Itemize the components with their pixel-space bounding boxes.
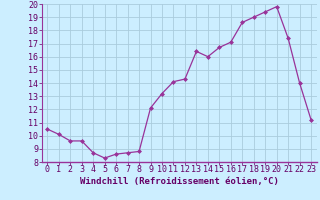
X-axis label: Windchill (Refroidissement éolien,°C): Windchill (Refroidissement éolien,°C) [80, 177, 279, 186]
